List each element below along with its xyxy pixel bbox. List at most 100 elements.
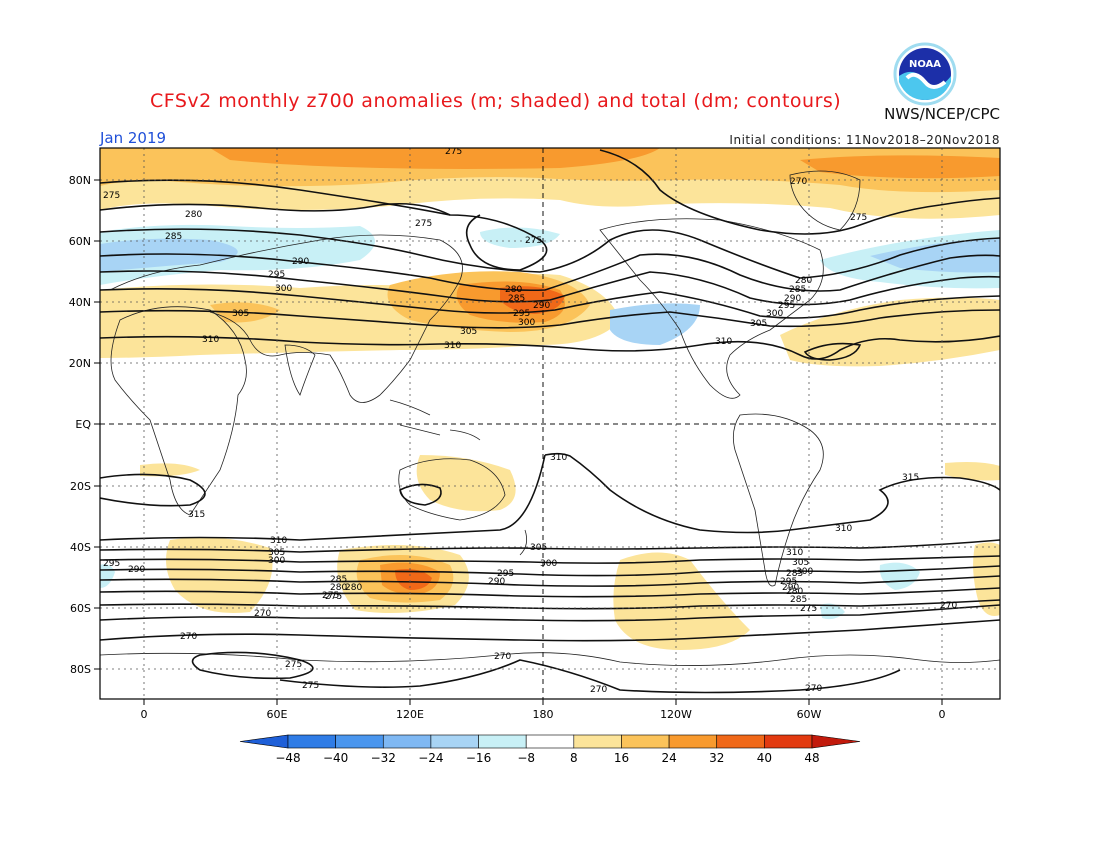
contour-label: 275: [325, 592, 342, 602]
contour-label: 300: [540, 559, 557, 569]
map-frame: [99, 147, 1001, 700]
contour-label: 300: [766, 309, 783, 319]
lat-label: EQ: [75, 418, 91, 431]
contour-label: 310: [550, 453, 567, 463]
contour-label: 305: [750, 319, 767, 329]
contour-label: 275: [285, 660, 302, 670]
lon-label: 0: [939, 708, 946, 721]
contour-label: 270: [805, 684, 822, 694]
contour-label: 310: [786, 548, 803, 558]
map-title: CFSv2 monthly z700 anomalies (m; shaded)…: [150, 90, 842, 112]
contour-label: 285: [786, 569, 803, 579]
contour-label: 310: [270, 536, 287, 546]
lat-label: 20S: [70, 480, 91, 493]
contour-label: 290: [128, 565, 145, 575]
colorbar-bin: [335, 734, 384, 749]
colorbar-label: −8: [517, 751, 535, 765]
contour-label: 305: [268, 548, 285, 558]
contour-label: 285: [508, 294, 525, 304]
lat-label: 40N: [69, 296, 91, 309]
colorbar-label: −32: [371, 751, 396, 765]
colorbar-arrow-right: [811, 734, 861, 749]
contour-label: 275: [850, 213, 867, 223]
lat-label: 20N: [69, 357, 91, 370]
valid-month-label: Jan 2019: [100, 129, 167, 147]
contour-label: 280: [786, 587, 803, 597]
contour-label: 270: [254, 609, 271, 619]
contour-label: 275: [445, 147, 462, 157]
contour-label: 280: [345, 583, 362, 593]
contour-label: 305: [460, 327, 477, 337]
contour-label: 280: [330, 583, 347, 593]
contour-label: 295: [778, 301, 795, 311]
contour-label: 275: [800, 604, 817, 614]
anomaly-shading: [100, 148, 1000, 699]
contour-label: 310: [715, 337, 732, 347]
contour-label: 315: [902, 473, 919, 483]
contour-label: 300: [268, 556, 285, 566]
contour-label: 270: [180, 632, 197, 642]
colorbar-label: 48: [804, 751, 819, 765]
contour-label: 280: [795, 276, 812, 286]
colorbar-label: −48: [275, 751, 300, 765]
lat-ticks: [94, 179, 100, 670]
contour-label: 305: [792, 558, 809, 568]
contour-label: 290: [784, 294, 801, 304]
colorbar-bin: [478, 734, 527, 749]
equator-dateline: [100, 148, 1000, 699]
contour-label: 305: [232, 309, 249, 319]
colorbar-bin: [621, 734, 670, 749]
lon-label: 180: [533, 708, 554, 721]
lon-ticks: [143, 699, 943, 705]
contour-label: 285: [165, 232, 182, 242]
contour-label: 310: [835, 524, 852, 534]
colorbar-label: −40: [323, 751, 348, 765]
contour-label: 310: [444, 341, 461, 351]
contour-label: 270: [940, 601, 957, 611]
lon-labels: 0 60E 120E 180 120W 60W 0: [141, 708, 946, 721]
colorbar-label: 8: [570, 751, 578, 765]
colorbar-bin: [764, 734, 813, 749]
colorbar-arrow-left: [239, 734, 289, 749]
colorbar-legend: −48 −40 −32 −24 −16 −8 8 16 24 32 40 48: [239, 734, 861, 765]
contour-label: 270: [790, 177, 807, 187]
lat-label: 60S: [70, 602, 91, 615]
colorbar-bin: [287, 734, 336, 749]
contour-label: 295: [513, 309, 530, 319]
contour-label-group: 275 275 280 285 290 295 300 305 310 275 …: [103, 147, 957, 695]
contour-label: 275: [322, 591, 339, 601]
contour-label: 280: [505, 285, 522, 295]
contour-label: 285: [330, 575, 347, 585]
contour-label: 270: [590, 685, 607, 695]
lon-label: 120E: [396, 708, 424, 721]
colorbar-bin: [573, 734, 622, 749]
colorbar-bin: [382, 734, 432, 749]
contour-label: 285: [789, 285, 806, 295]
colorbar-label: 16: [614, 751, 629, 765]
lon-label: 60E: [267, 708, 288, 721]
lat-labels: 80N 60N 40N 20N EQ 20S 40S 60S 80S: [69, 174, 92, 676]
colorbar-bin: [525, 734, 575, 749]
contour-label: 270: [494, 652, 511, 662]
colorbar-bin: [668, 734, 718, 749]
colorbar-label: 32: [709, 751, 724, 765]
lat-label: 80N: [69, 174, 91, 187]
colorbar-label: 40: [757, 751, 772, 765]
contour-label: 300: [518, 318, 535, 328]
contour-label: 295: [268, 270, 285, 280]
contour-label: 290: [782, 583, 799, 593]
contour-label: 315: [188, 510, 205, 520]
lat-label: 40S: [70, 541, 91, 554]
contour-label: 295: [497, 569, 514, 579]
contour-label: 300: [275, 284, 292, 294]
contour-label: 295: [103, 559, 120, 569]
colorbar-label: −16: [466, 751, 491, 765]
agency-label: NWS/NCEP/CPC: [884, 105, 1000, 123]
lon-label: 0: [141, 708, 148, 721]
lat-label: 60N: [69, 235, 91, 248]
colorbar-bin: [716, 734, 765, 749]
contour-label: 305: [530, 543, 547, 553]
height-contours: [100, 149, 1000, 694]
noaa-logo-icon: NOAA: [893, 42, 957, 106]
